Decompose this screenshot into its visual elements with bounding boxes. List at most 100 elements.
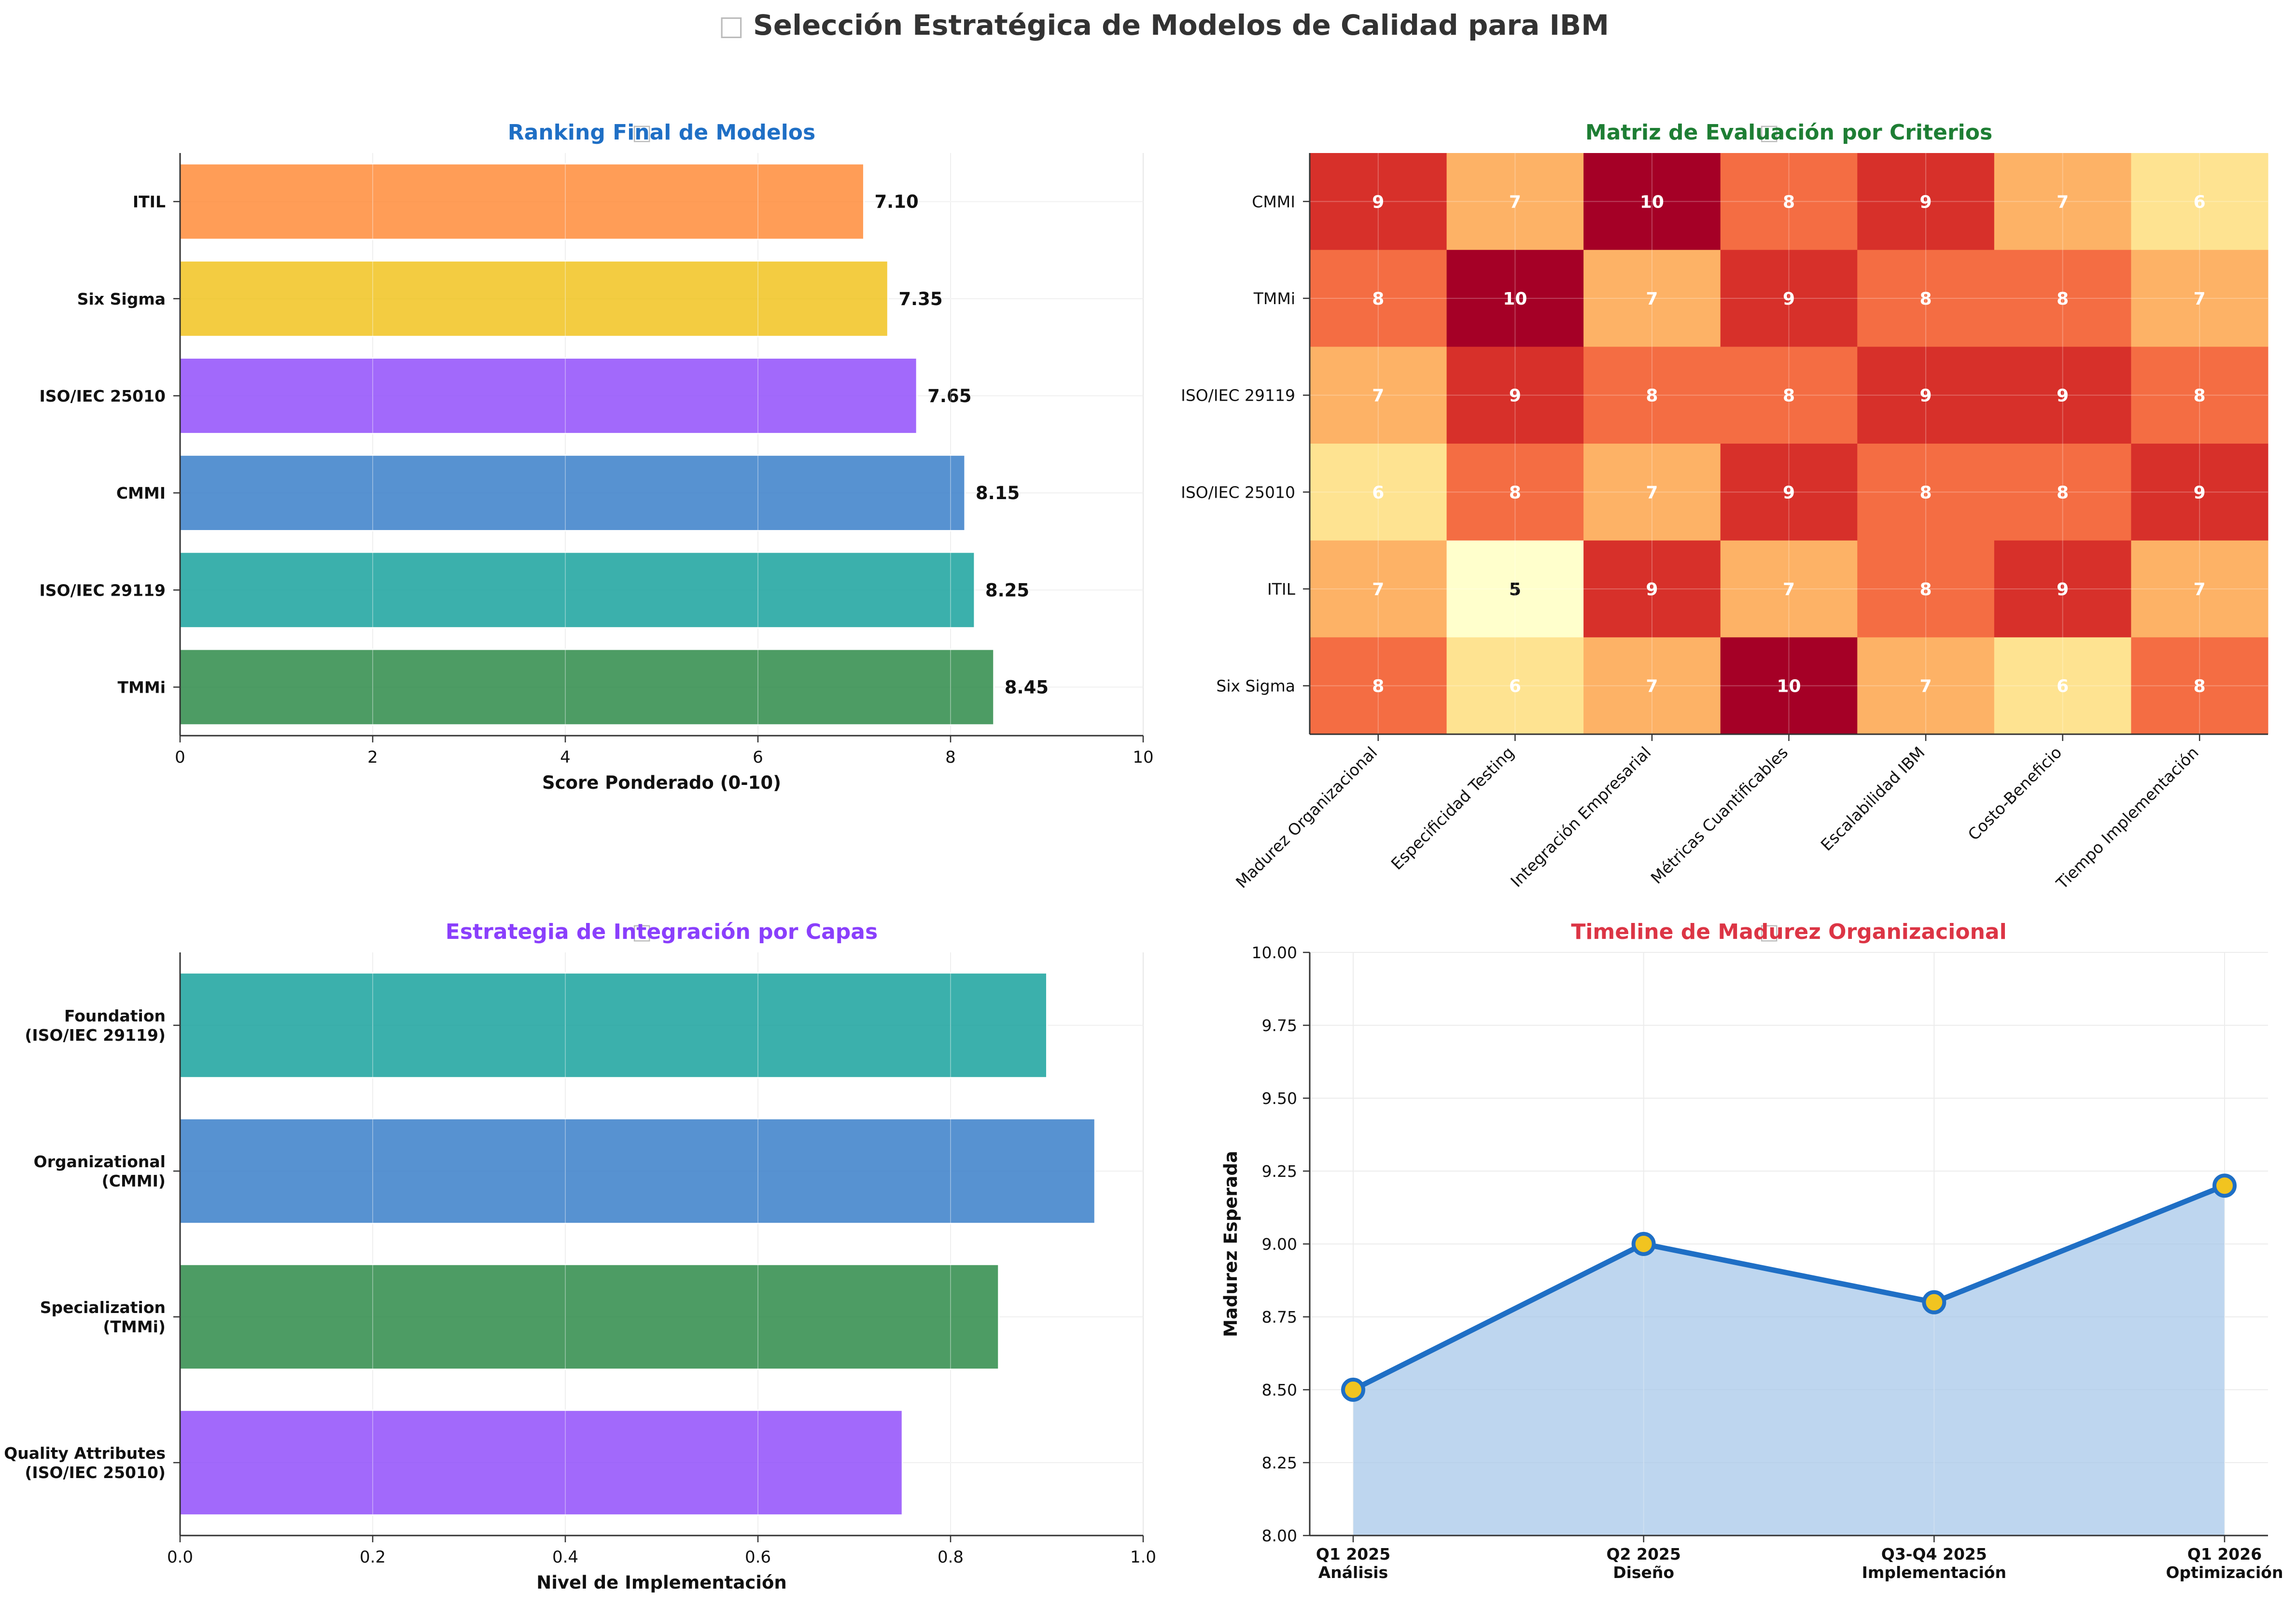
x-tick-label: 8 bbox=[945, 748, 956, 767]
x-tick-label: 1.0 bbox=[1130, 1548, 1156, 1567]
x-tick-label: 0.4 bbox=[552, 1548, 578, 1567]
heatmap-cell bbox=[2131, 250, 2268, 347]
heatmap-cell bbox=[1994, 250, 2131, 347]
y-tick-label: 9.00 bbox=[1262, 1235, 1297, 1254]
heatmap-cell-label: 6 bbox=[2057, 677, 2069, 697]
x-tick-label: Q1 2026 Optimización bbox=[2166, 1545, 2283, 1582]
panel-title: Matriz de Evaluación por Criterios bbox=[1585, 120, 1992, 145]
panel-icon: □ bbox=[632, 120, 652, 145]
panel-title: Timeline de Madurez Organizacional bbox=[1571, 920, 2006, 944]
bar-2 bbox=[179, 454, 966, 532]
integration-layers-chart: Quality Attributes (ISO/IEC 25010) Special… bbox=[4, 920, 1156, 1593]
category-label-line: Six Sigma bbox=[77, 290, 166, 308]
heatmap-cell bbox=[1446, 444, 1584, 541]
bar-value-label: 7.35 bbox=[898, 289, 942, 309]
x-tick-label-line: Diseño bbox=[1613, 1563, 1674, 1582]
heatmap-cell bbox=[2131, 153, 2268, 251]
column-label: Madurez Organizacional bbox=[1232, 743, 1381, 892]
heatmap-cell-label: 10 bbox=[1777, 677, 1801, 697]
heatmap-cell bbox=[1720, 347, 1858, 444]
heatmap-cell-label: 8 bbox=[2194, 677, 2206, 697]
category-label-line: ITIL bbox=[133, 193, 166, 211]
heatmap-cell-label: 7 bbox=[1920, 677, 1932, 697]
heatmap-cell-label: 9 bbox=[1920, 386, 1932, 406]
heatmap-cell-label: 7 bbox=[1372, 386, 1384, 406]
heatmap-cell-label: 5 bbox=[1509, 580, 1521, 600]
heatmap-cell-label: 8 bbox=[2057, 483, 2069, 503]
category-label-line: Specialization bbox=[40, 1298, 166, 1317]
x-tick-label-line: Análisis bbox=[1318, 1563, 1388, 1582]
x-tick-label-line: Q3-Q4 2025 bbox=[1881, 1545, 1987, 1564]
heatmap-cell bbox=[1583, 637, 1721, 735]
heatmap-cell-label: 8 bbox=[1783, 192, 1795, 212]
category-label-line: Quality Attributes bbox=[4, 1444, 166, 1463]
heatmap-cell-label: 7 bbox=[2057, 192, 2069, 212]
y-tick-label: 8.25 bbox=[1262, 1453, 1297, 1472]
y-tick-label: 8.75 bbox=[1262, 1308, 1297, 1327]
row-label: ISO/IEC 29119 bbox=[1181, 386, 1295, 405]
heatmap-cell-label: 9 bbox=[1920, 192, 1932, 212]
heatmap-cell-label: 10 bbox=[1503, 289, 1527, 309]
heatmap-cell-label: 7 bbox=[1509, 192, 1521, 212]
heatmap-cell-label: 9 bbox=[1509, 386, 1521, 406]
heatmap-cell-label: 9 bbox=[2057, 580, 2069, 600]
category-label-line: ISO/IEC 25010 bbox=[40, 387, 166, 405]
heatmap-cell bbox=[2131, 637, 2268, 735]
x-tick-label: 4 bbox=[560, 748, 571, 767]
column-label: Integración Empresarial bbox=[1507, 743, 1654, 891]
category-label: ITIL bbox=[133, 193, 166, 211]
heatmap-cell bbox=[2131, 347, 2268, 444]
bar-3 bbox=[179, 972, 1048, 1079]
heatmap-cell-label: 7 bbox=[1646, 677, 1658, 697]
heatmap-cell bbox=[1720, 540, 1858, 638]
x-tick-label: 10 bbox=[1133, 748, 1153, 767]
figure-title: □ Selección Estratégica de Modelos de Ca… bbox=[719, 9, 1609, 42]
x-tick-label-line: Q1 2026 bbox=[2187, 1545, 2262, 1564]
area-fill bbox=[1353, 1186, 2225, 1536]
x-tick-label-line: Optimización bbox=[2166, 1563, 2283, 1582]
y-tick-label: 9.50 bbox=[1262, 1089, 1297, 1108]
bar-value-label: 8.15 bbox=[976, 483, 1020, 503]
y-tick-label: 8.50 bbox=[1262, 1381, 1297, 1399]
heatmap-cell-label: 9 bbox=[2194, 483, 2206, 503]
ranking-chart: 8.45 TMMi 8.25 ISO/IEC 29119 8.15 CMMI 7.65 ISO… bbox=[40, 120, 1154, 793]
category-label-line: Organizational bbox=[34, 1152, 166, 1171]
bar-1 bbox=[179, 1263, 1000, 1370]
data-point bbox=[1341, 1378, 1365, 1402]
bar-value-label: 7.10 bbox=[874, 192, 918, 212]
heatmap-cell bbox=[1857, 444, 1995, 541]
bar-2 bbox=[179, 1117, 1096, 1225]
data-point bbox=[2212, 1173, 2237, 1198]
heatmap-cell bbox=[1583, 444, 1721, 541]
heatmap-cell bbox=[1310, 347, 1447, 444]
bar-0 bbox=[179, 648, 995, 726]
heatmap-cell bbox=[1446, 250, 1584, 347]
x-tick-label-line: Implementación bbox=[1862, 1563, 2006, 1582]
heatmap-cell-label: 6 bbox=[2194, 192, 2206, 212]
category-label: Six Sigma bbox=[77, 290, 166, 308]
heatmap-cell bbox=[1446, 153, 1584, 251]
heatmap-cell-label: 7 bbox=[1646, 483, 1658, 503]
heatmap-cell bbox=[1994, 540, 2131, 638]
heatmap-cell-label: 7 bbox=[1783, 580, 1795, 600]
column-label: Especificidad Testing bbox=[1387, 743, 1518, 873]
row-label: TMMi bbox=[1253, 289, 1295, 308]
heatmap-cell bbox=[1720, 250, 1858, 347]
category-label-line: CMMI bbox=[116, 484, 166, 503]
heatmap-cell-label: 8 bbox=[1783, 386, 1795, 406]
bar-value-label: 8.45 bbox=[1005, 677, 1049, 698]
heatmap-cell bbox=[1583, 347, 1721, 444]
heatmap-cell bbox=[1994, 153, 2131, 251]
heatmap-cell-label: 8 bbox=[2057, 289, 2069, 309]
heatmap-cell bbox=[2131, 444, 2268, 541]
heatmap-cell bbox=[1994, 637, 2131, 735]
category-label-line: TMMi bbox=[118, 678, 166, 697]
x-tick-label: 0.0 bbox=[167, 1548, 193, 1567]
row-label: ITIL bbox=[1267, 580, 1296, 599]
row-label: CMMI bbox=[1252, 192, 1295, 211]
heatmap-cell bbox=[1583, 250, 1721, 347]
bar-1 bbox=[179, 551, 976, 629]
x-tick-label: 0.2 bbox=[360, 1548, 386, 1567]
heatmap-cell-label: 8 bbox=[1509, 483, 1521, 503]
